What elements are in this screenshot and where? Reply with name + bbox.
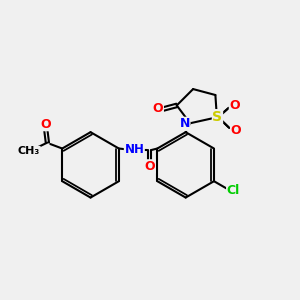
Text: N: N bbox=[180, 117, 190, 130]
Text: O: O bbox=[230, 99, 240, 112]
Text: Cl: Cl bbox=[227, 184, 240, 197]
Text: O: O bbox=[153, 103, 163, 116]
Text: O: O bbox=[40, 118, 51, 130]
Text: NH: NH bbox=[124, 143, 144, 156]
Text: O: O bbox=[145, 160, 155, 173]
Text: O: O bbox=[231, 124, 241, 137]
Text: S: S bbox=[212, 110, 223, 124]
Text: CH₃: CH₃ bbox=[18, 146, 40, 157]
